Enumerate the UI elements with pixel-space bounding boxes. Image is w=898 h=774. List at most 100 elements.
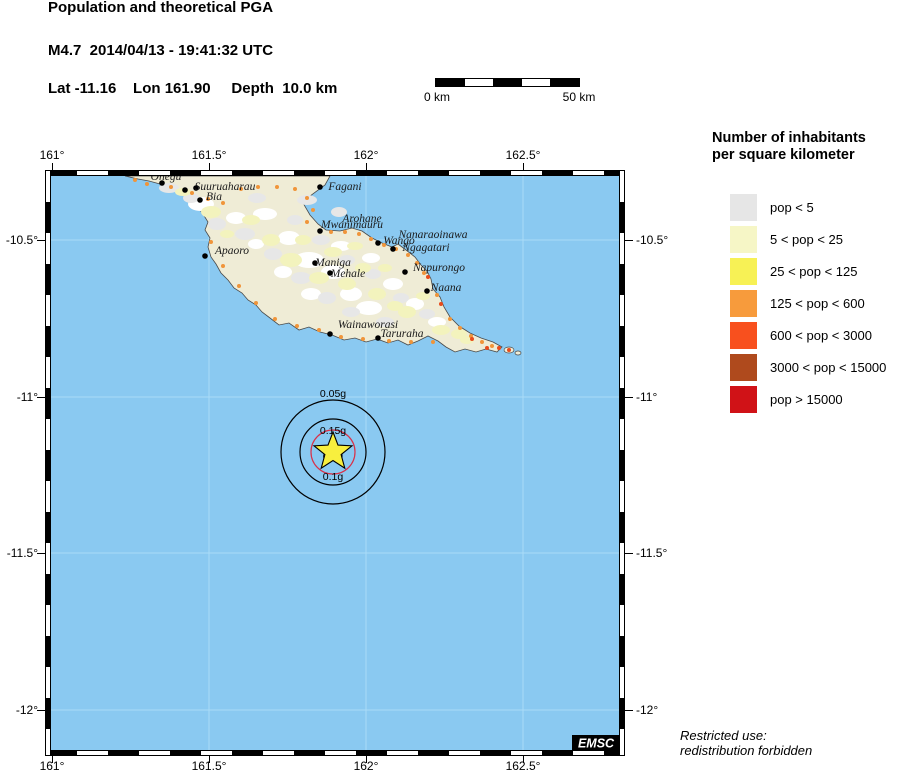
axis-tick (523, 756, 524, 763)
legend-row: 600 < pop < 3000 (712, 322, 898, 349)
town-label: Bia (206, 191, 222, 203)
town-label: Onegu (151, 176, 182, 183)
village-dots (133, 178, 511, 352)
legend-row: pop < 5 (712, 194, 898, 221)
town-dots (159, 180, 430, 341)
restricted-use-notice: Restricted use: redistribution forbidden (680, 728, 812, 758)
legend-swatch (730, 258, 757, 285)
town-label: Suuruaharau (195, 181, 256, 193)
map-canvas: Onegu Suuruaharau Fagani Bia Apaoro Aroh… (51, 176, 619, 750)
legend-label: 3000 < pop < 15000 (770, 360, 887, 375)
town-label: Maniga (314, 257, 351, 269)
axis-tick (625, 240, 633, 241)
scale-segment (436, 79, 465, 86)
legend-label: pop < 5 (770, 200, 814, 215)
legend-label: 5 < pop < 25 (770, 232, 844, 247)
axis-tick (37, 710, 45, 711)
town-label: Fagani (327, 181, 361, 193)
axis-tick (625, 397, 633, 398)
town-label: Arohane (341, 213, 381, 225)
pga-ring-005g (280, 399, 386, 505)
pga-label-outer: 0.05g (320, 388, 346, 400)
restricted-line2: redistribution forbidden (680, 743, 813, 758)
restricted-line1: Restricted use: (680, 728, 767, 743)
axis-tick (37, 397, 45, 398)
axis-tick (366, 756, 367, 763)
axis-tick (37, 240, 45, 241)
lat-label: -12° (636, 703, 659, 717)
legend-swatch (730, 290, 757, 317)
map-scale-bar (435, 78, 580, 87)
lon-label: 162.5° (505, 759, 541, 773)
axis-tick (366, 163, 367, 170)
town-label: Napurongo (412, 262, 465, 274)
legend-row: 125 < pop < 600 (712, 290, 898, 317)
event-location: Lat -11.16 Lon 161.90 Depth 10.0 km (48, 80, 338, 97)
axis-tick (209, 163, 210, 170)
emsc-logo-text: EMSC (578, 737, 615, 751)
lon-label: 162° (353, 759, 379, 773)
islet (514, 350, 522, 356)
town-label: Mehale (330, 268, 365, 280)
lon-label: 161° (39, 759, 65, 773)
legend-label: 25 < pop < 125 (770, 264, 858, 279)
lat-label: -10.5° (5, 233, 38, 247)
event-summary: M4.7 2014/04/13 - 19:41:32 UTC (48, 42, 274, 59)
scale-segment (521, 79, 551, 86)
map-frame-left (45, 170, 51, 756)
legend-row: pop > 15000 (712, 386, 898, 413)
map-frame-top (45, 170, 625, 176)
town-label: Naana (430, 282, 462, 294)
legend-title-line2: per square kilometer (712, 147, 855, 163)
axis-tick (37, 553, 45, 554)
legend-swatch (730, 194, 757, 221)
town-label: Taruraha (380, 328, 423, 340)
legend-title-line1: Number of inhabitants (712, 130, 866, 146)
axis-tick (52, 163, 53, 170)
lon-label: 162° (353, 148, 379, 162)
town-label: Wango (383, 235, 415, 247)
lat-label: -11.5° (636, 546, 668, 560)
lon-label: 161.5° (191, 759, 227, 773)
scale-label-left: 0 km (423, 90, 451, 104)
scale-label-right: 50 km (562, 90, 596, 104)
epicenter-star-icon (312, 430, 354, 470)
lat-label: -10.5° (636, 233, 669, 247)
town-label: Mwanimauru (320, 219, 383, 231)
legend-label: pop > 15000 (770, 392, 843, 407)
lon-label: 161.5° (191, 148, 227, 162)
axis-tick (625, 710, 633, 711)
lat-label: -12° (15, 703, 38, 717)
legend-label: 600 < pop < 3000 (770, 328, 872, 343)
legend-swatch (730, 322, 757, 349)
map-frame-right (619, 170, 625, 756)
axis-tick (625, 553, 633, 554)
legend-swatch (730, 386, 757, 413)
axis-tick (52, 756, 53, 763)
scale-segment (464, 79, 494, 86)
scale-segment (550, 79, 579, 86)
population-patches (159, 183, 474, 344)
town-label: Wainaworasi (338, 319, 398, 331)
town-label: Apaoro (214, 245, 249, 257)
axis-tick (523, 163, 524, 170)
emsc-logo: EMSC (572, 735, 619, 750)
lon-label: 161° (39, 148, 65, 162)
legend-row: 5 < pop < 25 (712, 226, 898, 253)
legend-swatch (730, 226, 757, 253)
lat-label: -11° (636, 390, 658, 404)
town-label: Ngagatari (401, 242, 449, 254)
page-title: Population and theoretical PGA (48, 0, 274, 16)
map-frame-bottom (45, 750, 625, 756)
scale-segment (493, 79, 522, 86)
pga-rings: 0.05g 0.15g 0.2g 0.1g (280, 388, 386, 505)
population-legend: Number of inhabitants per square kilomet… (712, 130, 898, 418)
pga-label-middle: 0.1g (323, 471, 344, 483)
legend-label: 125 < pop < 600 (770, 296, 865, 311)
axis-tick (209, 756, 210, 763)
town-label: Nanaraoinawa (397, 229, 467, 241)
legend-row: 25 < pop < 125 (712, 258, 898, 285)
legend-swatch (730, 354, 757, 381)
legend-row: 3000 < pop < 15000 (712, 354, 898, 381)
map-svg: Onegu Suuruaharau Fagani Bia Apaoro Aroh… (51, 176, 619, 750)
